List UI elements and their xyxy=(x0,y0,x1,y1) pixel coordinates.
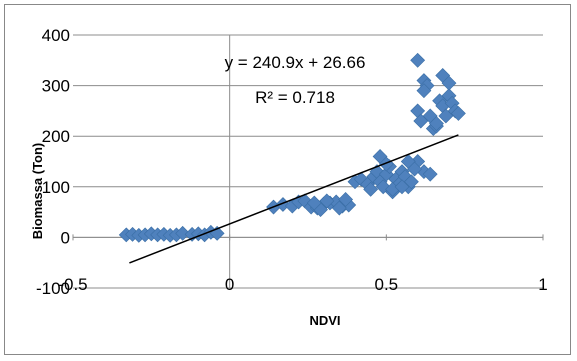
trendline xyxy=(129,134,459,264)
data-point xyxy=(413,113,429,129)
data-point xyxy=(450,106,466,121)
data-point xyxy=(175,225,191,241)
data-point xyxy=(429,116,444,131)
data-point xyxy=(422,166,438,182)
scatter-chart: -100 0 100 200 300 400 -0.5 0 0.5 1 y = 240.9x + … xyxy=(30,26,548,328)
data-point xyxy=(338,192,354,207)
y-tick-label: 200 xyxy=(42,127,70,146)
axes xyxy=(72,35,544,288)
data-point xyxy=(407,161,422,177)
x-tick-label: 0 xyxy=(225,275,234,294)
y-tick-label: 0 xyxy=(61,228,70,247)
data-point xyxy=(306,195,322,211)
data-point xyxy=(438,108,454,124)
chart-area: -100 0 100 200 300 400 -0.5 0 0.5 1 y = 240.9x + … xyxy=(4,4,571,355)
y-tick-label: 400 xyxy=(42,26,70,45)
x-tick-label: 0.5 xyxy=(375,275,399,294)
y-tick-label: 100 xyxy=(42,178,70,197)
data-point xyxy=(394,179,410,195)
data-points xyxy=(118,52,466,243)
y-tick-label: -100 xyxy=(36,279,70,298)
trendline-equation: y = 240.9x + 26.66 xyxy=(225,53,366,72)
data-point xyxy=(319,193,335,209)
data-point xyxy=(363,181,379,197)
trendline-group xyxy=(129,134,459,264)
data-point xyxy=(410,52,426,68)
x-axis-title: NDVI xyxy=(309,313,340,328)
gridlines xyxy=(73,34,543,289)
x-tick-label: 1 xyxy=(538,275,547,294)
y-axis-title: Biomassa (Ton) xyxy=(30,143,45,240)
tick-labels: -100 0 100 200 300 400 -0.5 0 0.5 1 xyxy=(36,26,548,298)
data-point xyxy=(403,174,419,190)
data-point xyxy=(416,83,432,99)
data-point xyxy=(331,200,347,216)
data-point xyxy=(441,75,457,91)
x-tick-label: -0.5 xyxy=(58,275,87,294)
y-tick-label: 300 xyxy=(42,77,70,96)
r-squared-label: R² = 0.718 xyxy=(255,88,335,107)
